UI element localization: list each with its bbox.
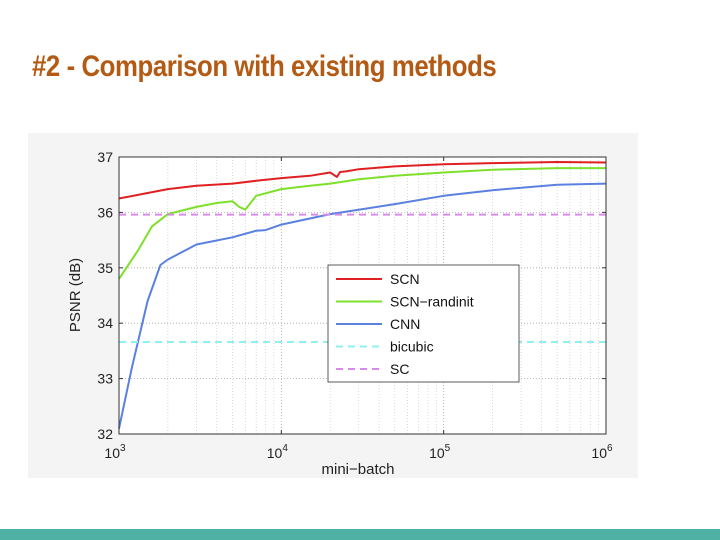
legend-label: SCN	[390, 271, 420, 287]
chart-figure: 32 33 34 35 36 37 103 104 105 106 mini−batch PSNR…	[28, 133, 638, 478]
x-tick-label: 103	[104, 443, 126, 461]
x-tick-label: 104	[267, 443, 289, 461]
y-tick-label: 34	[97, 315, 113, 331]
x-tick-label: 106	[591, 443, 613, 461]
slide-title: #2 - Comparison with existing methods	[32, 50, 497, 83]
legend: SCN SCN−randinit CNN bicubic SC	[327, 264, 520, 383]
psnr-line-chart: 32 33 34 35 36 37 103 104 105 106 mini−batch PSNR…	[67, 149, 613, 478]
x-tick-label: 105	[429, 443, 451, 461]
legend-label: bicubic	[390, 339, 434, 355]
y-tick-label: 32	[97, 426, 113, 442]
y-tick-label: 33	[97, 371, 113, 387]
x-axis-label: mini−batch	[322, 461, 395, 478]
series-line-scn	[118, 161, 607, 200]
axis-ticks: 32 33 34 35 36 37 103 104 105 106	[97, 149, 613, 461]
legend-label: SC	[390, 361, 409, 377]
y-tick-label: 37	[97, 149, 113, 165]
bottom-accent-bar	[0, 529, 720, 540]
series-line-cnn	[118, 182, 607, 429]
legend-label: SCN−randinit	[390, 294, 474, 310]
legend-label: CNN	[390, 316, 420, 332]
y-axis-label: PSNR (dB)	[67, 258, 84, 332]
plot-frame	[118, 156, 607, 435]
y-tick-label: 36	[97, 204, 113, 220]
y-tick-label: 35	[97, 260, 113, 276]
